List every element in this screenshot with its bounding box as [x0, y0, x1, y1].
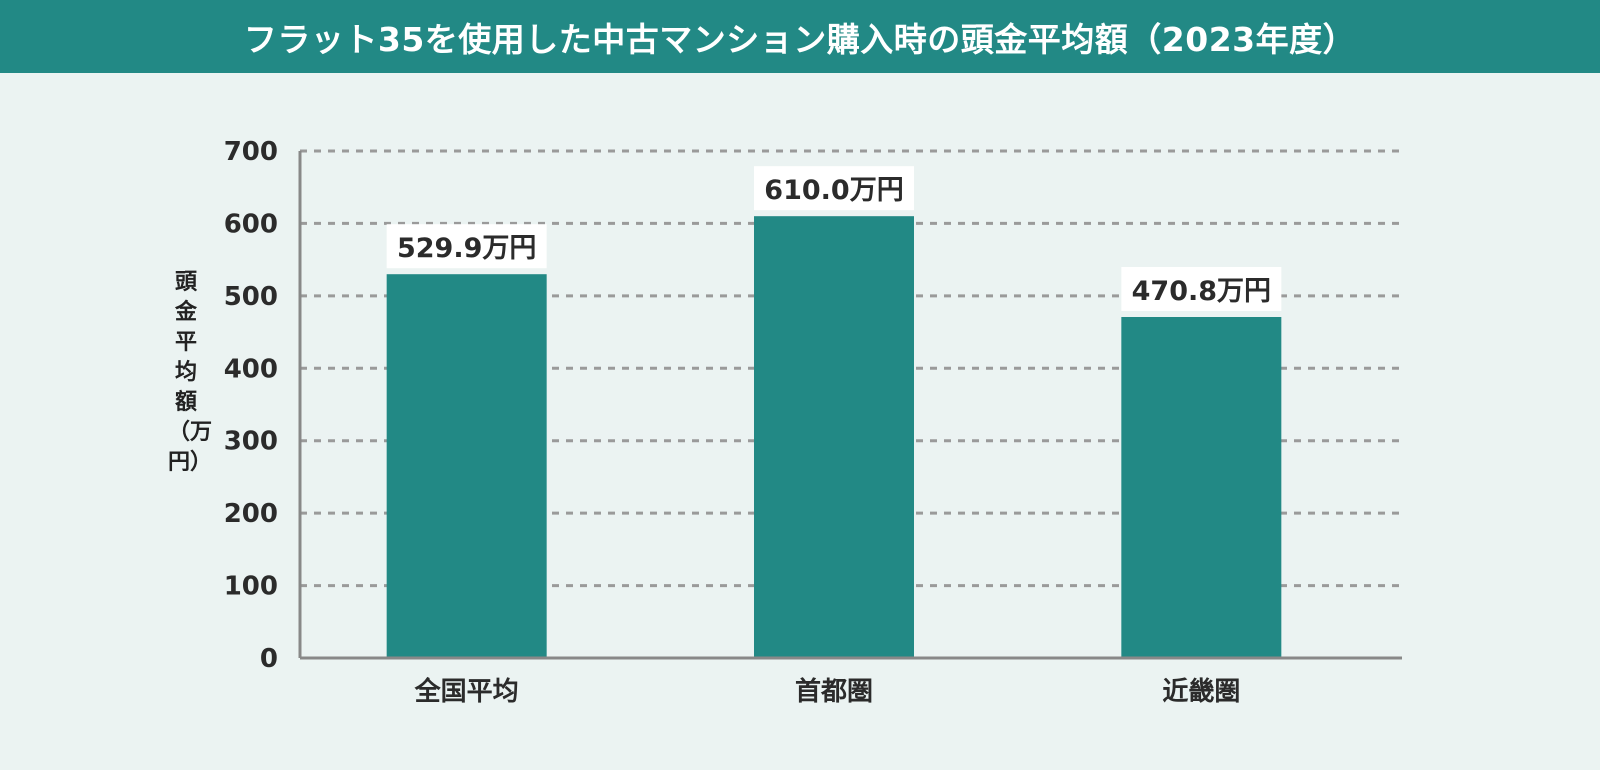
- x-category-label: 首都圏: [795, 676, 873, 707]
- chart-title: フラット35を使用した中古マンション購入時の頭金平均額（2023年度）: [243, 19, 1357, 59]
- data-label: 610.0万円: [764, 175, 903, 206]
- data-label-bg: [386, 224, 547, 269]
- y-tick-label: 600: [224, 209, 278, 239]
- data-label: 470.8万円: [1132, 276, 1271, 307]
- bars: [386, 216, 1282, 658]
- y-tick-label: 0: [260, 644, 278, 674]
- y-tick-label: 200: [224, 499, 278, 529]
- bar-1: [386, 274, 547, 658]
- data-label-bg: [754, 166, 914, 211]
- data-label: 529.9万円: [397, 233, 536, 264]
- axes: 0 100 200 300 400 500 600 700 全国平均 首都圏 近畿圏: [224, 137, 1402, 707]
- y-tick-label: 700: [224, 137, 278, 167]
- y-tick-label: 100: [224, 572, 278, 602]
- chart-title-bar: フラット35を使用した中古マンション購入時の頭金平均額（2023年度）: [0, 0, 1600, 73]
- y-tick-label: 300: [224, 427, 278, 457]
- x-category-label: 全国平均: [414, 676, 519, 707]
- y-tick-label: 400: [224, 354, 278, 384]
- data-labels: 529.9万円 610.0万円 470.8万円: [386, 166, 1282, 312]
- y-axis-label: 頭金平均額（万円）: [168, 270, 213, 475]
- bar-2: [754, 216, 914, 658]
- data-label-bg: [1121, 267, 1282, 312]
- y-tick-label: 500: [224, 282, 278, 312]
- bar-3: [1121, 317, 1282, 658]
- x-category-label: 近畿圏: [1162, 677, 1240, 707]
